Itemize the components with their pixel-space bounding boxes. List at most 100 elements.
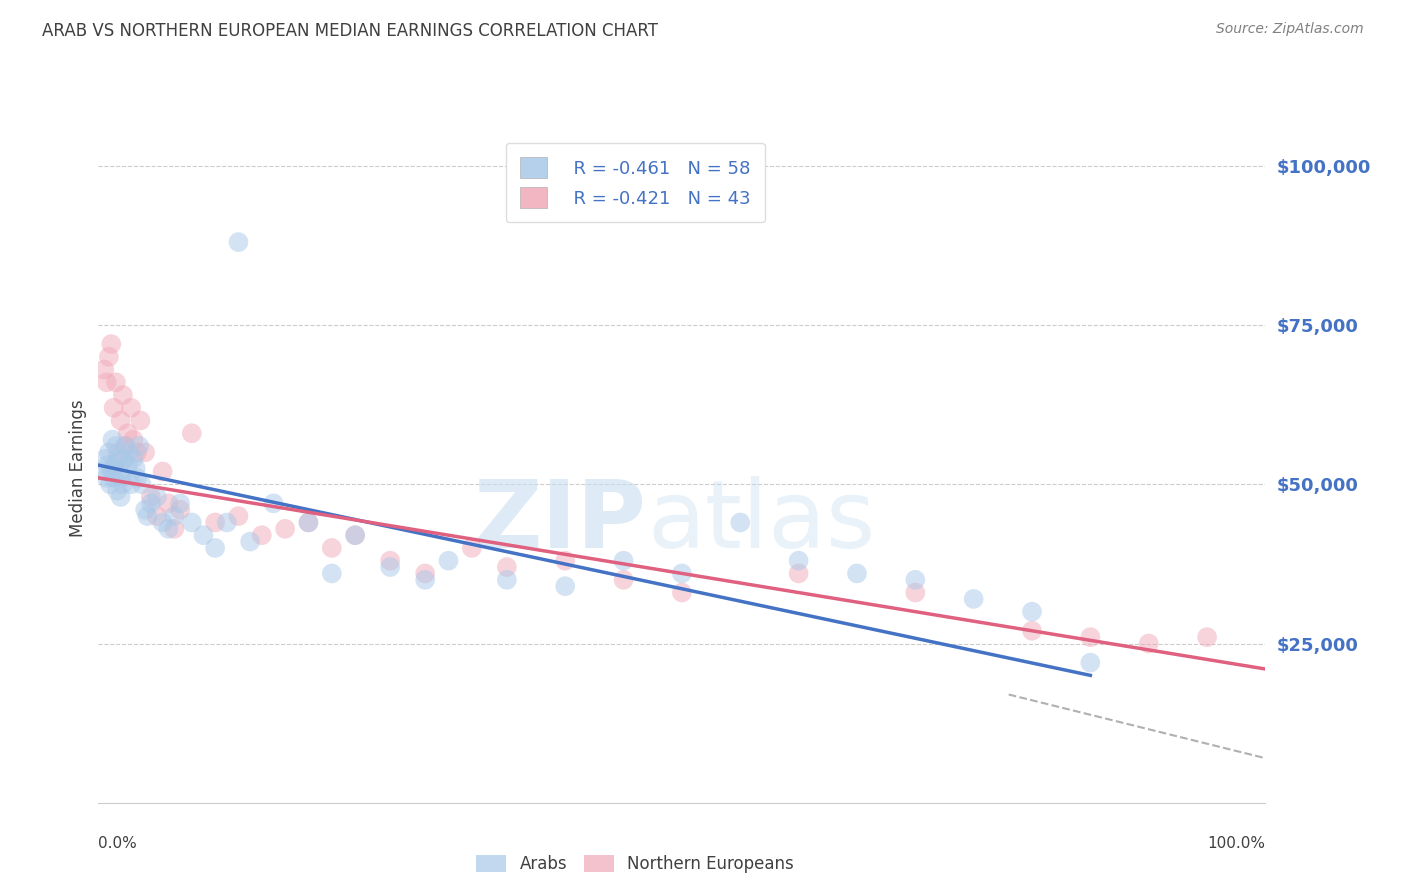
Point [107,445,129,459]
Point [96,376,118,390]
Point [125,461,148,475]
Point [93,465,115,479]
Point [100,465,122,479]
Point [274,522,297,536]
Point [193,528,215,542]
Point [437,554,460,568]
Point [554,554,576,568]
Point [461,541,484,555]
Point [104,376,127,390]
Point [152,465,174,479]
Point [157,496,180,510]
Text: 0.0%: 0.0% [98,837,138,851]
Point [104,439,127,453]
Point [97,350,120,364]
Point [117,458,139,472]
Text: ARAB VS NORTHERN EUROPEAN MEDIAN EARNINGS CORRELATION CHART: ARAB VS NORTHERN EUROPEAN MEDIAN EARNING… [42,22,658,40]
Point [962,591,984,606]
Point [846,566,869,581]
Text: 100.0%: 100.0% [1208,837,1265,851]
Point [111,471,134,485]
Point [297,516,319,530]
Point [110,490,132,504]
Point [180,426,202,441]
Point [114,439,136,453]
Point [730,516,752,530]
Point [136,509,159,524]
Point [134,445,156,459]
Point [163,509,186,524]
Point [94,451,117,466]
Point [321,566,343,581]
Point [103,401,125,415]
Point [413,566,436,581]
Point [128,439,150,453]
Point [97,458,120,472]
Point [111,477,134,491]
Point [163,522,186,536]
Point [1021,605,1043,619]
Point [1195,630,1218,644]
Point [122,433,145,447]
Point [114,439,136,453]
Point [787,554,810,568]
Point [228,509,250,524]
Point [495,560,517,574]
Point [101,433,124,447]
Point [169,496,191,510]
Point [344,528,367,542]
Point [117,426,139,441]
Point [169,502,191,516]
Point [204,541,226,555]
Point [204,516,226,530]
Y-axis label: Median Earnings: Median Earnings [69,400,87,537]
Point [1021,624,1043,638]
Legend: Arabs, Northern Europeans: Arabs, Northern Europeans [468,847,803,881]
Point [378,554,402,568]
Point [122,451,145,466]
Point [228,235,250,249]
Point [129,413,152,427]
Point [904,585,927,599]
Point [239,534,262,549]
Point [152,516,174,530]
Point [110,413,132,427]
Point [180,516,202,530]
Point [146,490,169,504]
Point [1137,636,1160,650]
Point [378,560,402,574]
Point [1080,630,1102,644]
Point [297,516,319,530]
Point [787,566,810,581]
Point [131,477,153,491]
Text: ZIP: ZIP [474,475,647,568]
Point [554,579,576,593]
Point [105,483,128,498]
Point [613,554,636,568]
Point [112,451,135,466]
Point [93,362,115,376]
Point [98,477,121,491]
Text: Source: ZipAtlas.com: Source: ZipAtlas.com [1216,22,1364,37]
Point [139,496,162,510]
Point [671,566,693,581]
Point [108,465,131,479]
Point [96,471,118,485]
Point [321,541,343,555]
Point [107,451,129,466]
Point [1080,656,1102,670]
Point [125,471,148,485]
Point [250,528,273,542]
Point [120,477,142,491]
Point [413,573,436,587]
Point [139,490,162,504]
Point [134,502,156,516]
Point [671,585,693,599]
Point [125,445,148,459]
Point [118,445,141,459]
Point [146,509,169,524]
Point [120,401,142,415]
Point [100,337,122,351]
Point [344,528,367,542]
Point [157,522,180,536]
